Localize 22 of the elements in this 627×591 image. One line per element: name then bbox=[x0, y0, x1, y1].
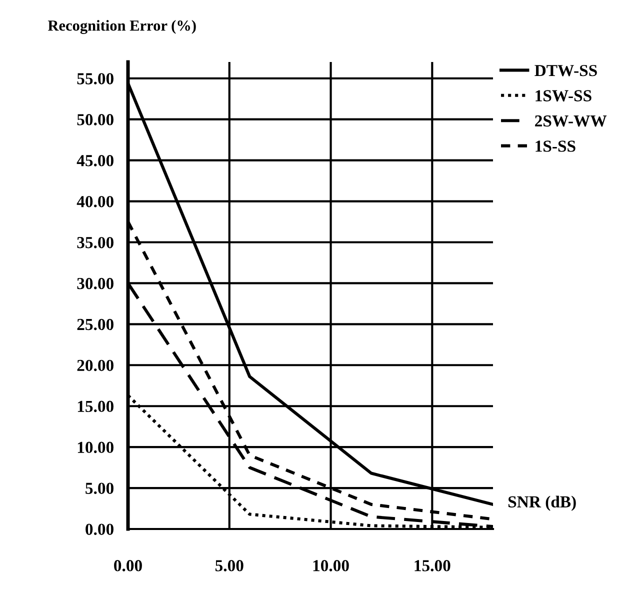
y-axis-title: Recognition Error (%) bbox=[48, 20, 196, 34]
legend-label: 2SW-WW bbox=[535, 115, 607, 127]
y-tick-label: 25.00 bbox=[77, 318, 114, 330]
y-tick-label: 50.00 bbox=[77, 114, 114, 126]
x-tick-label: 0.00 bbox=[114, 560, 142, 572]
x-tick-label: 15.00 bbox=[414, 560, 450, 572]
y-tick-label: 35.00 bbox=[77, 236, 114, 248]
y-tick-label: 15.00 bbox=[78, 400, 114, 412]
legend-label: DTW-SS bbox=[534, 64, 597, 76]
y-tick-label: 30.00 bbox=[77, 278, 114, 290]
y-tick-label: 55.00 bbox=[77, 73, 114, 84]
y-tick-label: 10.00 bbox=[78, 442, 114, 454]
legend-label: 1SW-SS bbox=[536, 90, 592, 102]
y-tick-label: 5.00 bbox=[86, 482, 114, 494]
y-tick-label: 40.00 bbox=[76, 196, 114, 208]
y-tick-label: 45.00 bbox=[76, 155, 114, 166]
y-tick-label: 0.00 bbox=[86, 524, 114, 536]
x-axis-title: SNR (dB) bbox=[508, 496, 576, 511]
legend-label: 1S-SS bbox=[536, 140, 576, 152]
x-tick-label: 10.00 bbox=[313, 560, 349, 572]
y-tick-label: 20.00 bbox=[77, 360, 114, 372]
x-tick-label: 5.00 bbox=[215, 560, 244, 572]
